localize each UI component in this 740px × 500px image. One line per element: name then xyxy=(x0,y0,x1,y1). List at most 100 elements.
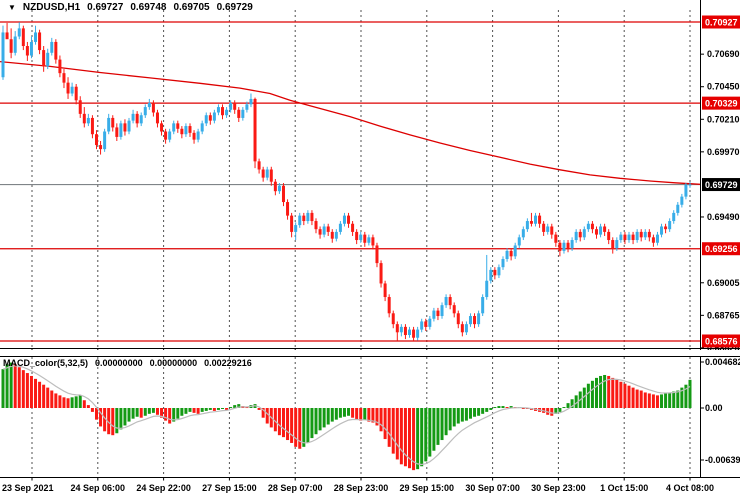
price-line-badge xyxy=(702,15,740,29)
time-label[interactable]: 1 Oct 15:00 xyxy=(600,483,648,493)
candle-body xyxy=(172,123,176,132)
macd-bar xyxy=(387,408,391,447)
macd-bar xyxy=(314,408,318,435)
main-plot-area[interactable] xyxy=(0,0,700,349)
macd-value-1: 0.00000000 xyxy=(95,358,143,368)
macd-bar xyxy=(13,364,17,408)
candle-body xyxy=(566,242,570,249)
time-label[interactable]: 27 Sep 15:00 xyxy=(202,483,257,493)
macd-bar xyxy=(342,408,346,417)
price-tick-label: 0.69490 xyxy=(707,212,740,222)
macd-bar xyxy=(676,390,680,408)
time-label[interactable]: 29 Sep 15:00 xyxy=(400,483,455,493)
macd-bar xyxy=(9,362,13,408)
price-line-badge-label: 0.69729 xyxy=(705,180,738,190)
candle-body xyxy=(286,202,290,216)
symbol-dropdown-icon[interactable]: ▼ xyxy=(8,2,16,12)
macd-bar xyxy=(265,408,269,424)
macd-bar xyxy=(5,364,9,408)
macd-bar xyxy=(619,381,623,408)
candle-body xyxy=(489,269,493,281)
price-axis[interactable]: 0.70690 0.70450 0.70210 0.69970 0.69490 0.690… xyxy=(700,15,740,353)
time-label[interactable]: 28 Sep 23:00 xyxy=(334,483,389,493)
time-label[interactable]: 30 Sep 07:00 xyxy=(465,483,520,493)
macd-bar xyxy=(643,392,647,408)
candle-body xyxy=(647,231,651,238)
candle-body xyxy=(416,329,420,338)
price-tick-label: 0.68765 xyxy=(707,310,740,320)
candle-body xyxy=(103,131,107,150)
time-label[interactable]: 30 Sep 23:00 xyxy=(531,483,586,493)
macd-bar xyxy=(607,375,611,408)
candle-body xyxy=(444,297,448,306)
candle-body xyxy=(513,245,517,257)
candle-body xyxy=(436,310,440,317)
candle-body xyxy=(221,107,225,116)
macd-bar xyxy=(302,408,306,447)
macd-bar xyxy=(664,393,668,408)
time-label[interactable]: 28 Sep 07:00 xyxy=(268,483,323,493)
macd-bar xyxy=(489,408,493,410)
macd-bar xyxy=(25,373,29,408)
macd-bar xyxy=(184,408,188,414)
macd-bar xyxy=(298,408,302,449)
candle-body xyxy=(558,242,562,251)
macd-bar xyxy=(347,408,351,416)
candle-body xyxy=(639,231,643,238)
candle-body xyxy=(485,280,489,298)
macd-bar xyxy=(261,408,265,418)
macd-bar xyxy=(412,408,416,471)
candle-body xyxy=(599,226,603,235)
candle-body xyxy=(86,117,90,124)
time-axis[interactable]: 23 Sep 2021 24 Sep 06:00 24 Sep 22:00 27 Se… xyxy=(2,483,714,493)
time-label[interactable]: 24 Sep 22:00 xyxy=(136,483,191,493)
candle-body xyxy=(408,329,411,336)
macd-bar xyxy=(639,390,643,408)
macd-bar xyxy=(208,408,212,410)
candle-body xyxy=(82,113,86,124)
candle-body xyxy=(66,82,70,94)
macd-bar xyxy=(456,408,460,424)
macd-bar xyxy=(493,407,497,409)
price-tick-label: 0.69005 xyxy=(707,278,740,288)
candle-body xyxy=(505,250,509,260)
candle-body xyxy=(139,115,143,124)
candle-body xyxy=(25,46,29,56)
candle-body xyxy=(314,221,318,230)
time-label[interactable]: 24 Sep 06:00 xyxy=(71,483,126,493)
candle-body xyxy=(651,237,655,243)
macd-name: MACD_color(5,32,5) xyxy=(3,358,89,368)
candle-body xyxy=(192,132,196,140)
candle-body xyxy=(298,215,302,226)
moving-average-line xyxy=(0,60,701,185)
macd-bar xyxy=(355,408,359,420)
macd-bar xyxy=(225,408,229,410)
time-label[interactable]: 4 Oct 08:00 xyxy=(666,483,714,493)
macd-bar xyxy=(200,408,204,412)
candle-body xyxy=(115,127,119,137)
candle-body xyxy=(468,316,472,325)
macd-axis[interactable]: 0.0046825 0.00 -0.006399 xyxy=(700,357,740,465)
macd-bar xyxy=(50,390,54,408)
time-label[interactable]: 23 Sep 2021 xyxy=(2,483,54,493)
candles-layer xyxy=(1,22,692,341)
macd-bar xyxy=(647,393,651,408)
candle-body xyxy=(168,131,172,140)
candle-body xyxy=(631,234,635,241)
macd-bar xyxy=(54,393,58,408)
macd-bar xyxy=(277,408,281,436)
macd-bar xyxy=(216,408,220,410)
candle-body xyxy=(233,103,237,110)
candle-body xyxy=(635,231,639,241)
macd-bar xyxy=(631,387,635,408)
macd-bar xyxy=(570,399,574,408)
price-tick-label: 0.69970 xyxy=(707,147,740,157)
candle-body xyxy=(318,229,322,235)
macd-bar xyxy=(172,408,176,422)
panel-separator[interactable] xyxy=(0,350,740,356)
macd-bar xyxy=(582,387,586,408)
macd-bar xyxy=(420,408,424,467)
hline-layer[interactable] xyxy=(0,21,700,342)
